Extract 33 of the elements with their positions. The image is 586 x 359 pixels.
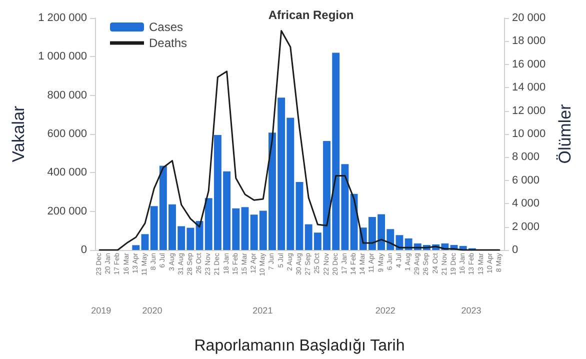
y-tick-label: 600 000 — [47, 128, 87, 140]
y-tick-label: 800 000 — [47, 89, 87, 102]
y-tick-label: 200 000 — [47, 205, 87, 218]
y-tick-label: 0 — [80, 244, 87, 256]
y2-tick-label: 8 000 — [512, 151, 540, 164]
y2-tick-label: 2 000 — [512, 220, 540, 233]
y2-tick-label: 0 — [512, 244, 518, 256]
y2-tick-label: 4 000 — [512, 198, 540, 210]
text: 2023 — [461, 306, 482, 316]
text: 2020 — [142, 306, 162, 316]
legend-label: Deaths — [149, 36, 188, 50]
y-tick-label: 1 000 000 — [38, 50, 87, 63]
bar — [132, 245, 140, 250]
chart-title: African Region — [268, 8, 354, 22]
y2-tick-label: 12 000 — [512, 104, 546, 117]
text: 2022 — [375, 306, 396, 316]
y2-axis-title: Ölümler — [556, 104, 575, 164]
y2-tick-label: 20 000 — [512, 12, 546, 24]
y-tick-label: 400 000 — [47, 166, 87, 179]
y2-tick-label: 18 000 — [512, 35, 546, 48]
y-axis-title: Vakalar — [9, 105, 28, 162]
y2-tick-label: 10 000 — [512, 128, 546, 140]
line-series — [98, 30, 500, 251]
bar — [141, 234, 149, 250]
y2-tick-label: 14 000 — [512, 82, 546, 94]
y-tick-label: 1 200 000 — [38, 12, 87, 24]
text: 2021 — [252, 306, 273, 316]
x-axis-title: Raporlamanın Başladığı Tarih — [194, 338, 405, 354]
y2-tick-label: 6 000 — [512, 174, 540, 186]
bar — [296, 182, 304, 250]
y2-tick-label: 16 000 — [512, 58, 546, 70]
text: 2019 — [91, 306, 112, 316]
legend-label: Cases — [149, 20, 184, 34]
